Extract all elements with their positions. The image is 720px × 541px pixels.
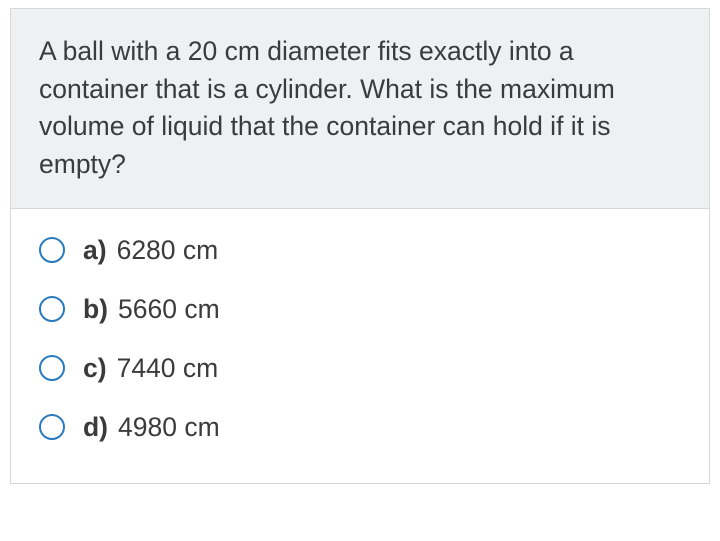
option-label: d) 4980 cm	[83, 412, 220, 443]
question-text: A ball with a 20 cm diameter fits exactl…	[39, 33, 681, 184]
option-b[interactable]: b) 5660 cm	[39, 294, 681, 325]
option-value: 7440 cm	[117, 353, 219, 384]
option-value: 6280 cm	[117, 235, 219, 266]
option-key: d)	[83, 412, 108, 443]
option-c[interactable]: c) 7440 cm	[39, 353, 681, 384]
option-key: a)	[83, 235, 107, 266]
radio-icon	[39, 414, 65, 440]
option-label: b) 5660 cm	[83, 294, 220, 325]
options-area: a) 6280 cm b) 5660 cm c) 7440 cm d) 4980…	[11, 209, 709, 483]
option-value: 4980 cm	[118, 412, 220, 443]
option-key: b)	[83, 294, 108, 325]
question-area: A ball with a 20 cm diameter fits exactl…	[11, 9, 709, 209]
option-value: 5660 cm	[118, 294, 220, 325]
option-d[interactable]: d) 4980 cm	[39, 412, 681, 443]
radio-icon	[39, 296, 65, 322]
option-label: c) 7440 cm	[83, 353, 218, 384]
option-key: c)	[83, 353, 107, 384]
option-a[interactable]: a) 6280 cm	[39, 235, 681, 266]
radio-icon	[39, 237, 65, 263]
option-label: a) 6280 cm	[83, 235, 218, 266]
quiz-card: A ball with a 20 cm diameter fits exactl…	[10, 8, 710, 484]
radio-icon	[39, 355, 65, 381]
